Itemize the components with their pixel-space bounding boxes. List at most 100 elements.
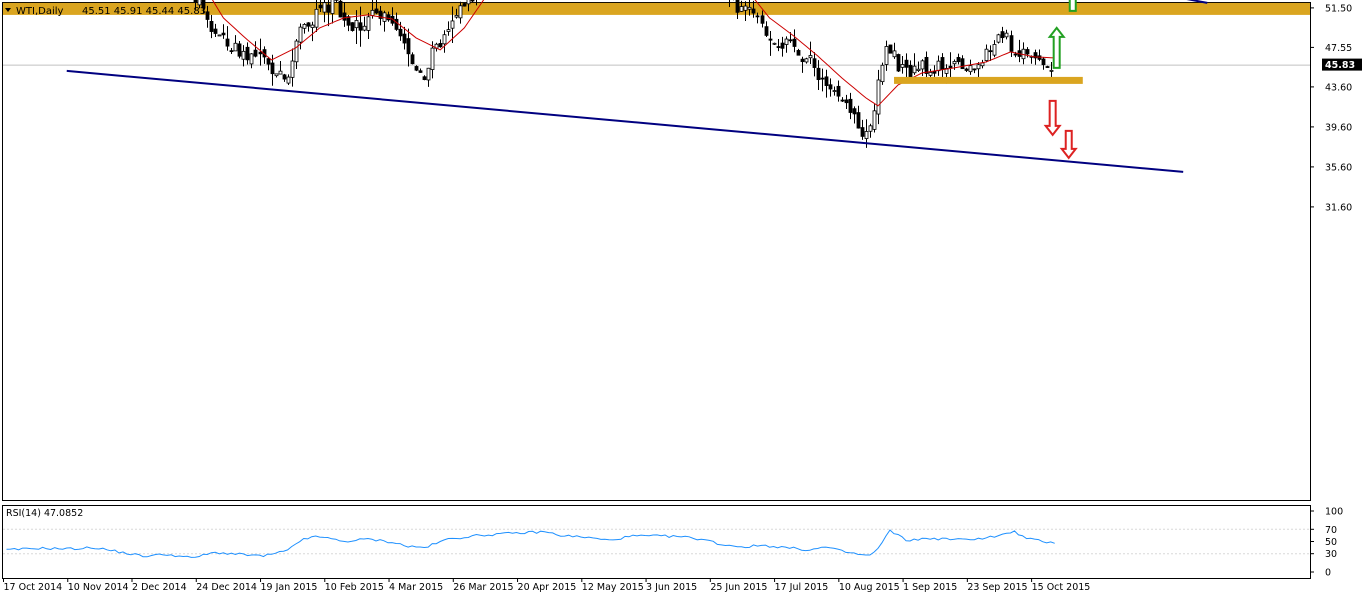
price-axis[interactable]: 87.4583.5079.5575.5571.5567.5063.5059.55… bbox=[1310, 0, 1352, 213]
time-axis-label: 3 Jun 2015 bbox=[646, 582, 697, 593]
candle-body bbox=[407, 39, 410, 54]
candle-body bbox=[399, 29, 402, 36]
candle-body bbox=[463, 4, 466, 7]
candle-body bbox=[299, 27, 302, 42]
candle-body bbox=[756, 16, 759, 17]
rsi-axis-label: 30 bbox=[1325, 549, 1337, 560]
time-axis-label: 10 Feb 2015 bbox=[325, 582, 384, 593]
candle-body bbox=[439, 43, 442, 46]
ohlc-values: 45.51 45.91 45.44 45.83 bbox=[82, 6, 206, 17]
symbol-timeframe: WTI,Daily bbox=[16, 6, 64, 17]
candle-body bbox=[985, 49, 988, 60]
candle-body bbox=[363, 26, 366, 30]
candle-body bbox=[343, 13, 346, 20]
candle-body bbox=[295, 41, 298, 62]
candle-body bbox=[210, 21, 213, 31]
time-axis-label: 19 Jan 2015 bbox=[261, 582, 318, 593]
candle-body bbox=[411, 55, 414, 64]
candle-body bbox=[246, 47, 249, 60]
last-price-label: 45.83 bbox=[1322, 59, 1362, 72]
time-axis-label: 2 Dec 2014 bbox=[132, 582, 187, 593]
time-axis-label: 17 Oct 2014 bbox=[4, 582, 63, 593]
candle-body bbox=[303, 24, 306, 28]
time-axis-label: 26 Mar 2015 bbox=[453, 582, 513, 593]
support-zone bbox=[894, 77, 1083, 84]
candle-body bbox=[825, 77, 828, 86]
candle-body bbox=[761, 16, 764, 24]
candle-body bbox=[809, 55, 812, 57]
rsi-axis-label: 70 bbox=[1325, 525, 1337, 536]
candle-body bbox=[789, 40, 792, 41]
price-axis-label: 43.60 bbox=[1325, 82, 1352, 93]
price-axis-label: 31.60 bbox=[1325, 202, 1352, 213]
rsi-plot-frame bbox=[3, 506, 1311, 579]
candle-body bbox=[797, 50, 800, 55]
candle-body bbox=[234, 43, 237, 51]
main-plot-frame bbox=[3, 3, 1311, 501]
candle-body bbox=[957, 57, 960, 61]
candle-body bbox=[793, 39, 796, 46]
candle-body bbox=[1046, 67, 1049, 68]
candle-body bbox=[198, 0, 201, 5]
time-axis-label: 25 Jun 2015 bbox=[710, 582, 767, 593]
time-axis-label: 15 Oct 2015 bbox=[1032, 582, 1091, 593]
candle-body bbox=[311, 25, 314, 27]
candle-body bbox=[744, 6, 747, 10]
candle-body bbox=[319, 5, 322, 8]
candle-body bbox=[801, 59, 804, 61]
candle-body bbox=[949, 66, 952, 67]
candle-body bbox=[929, 72, 932, 75]
candle-body bbox=[813, 59, 816, 68]
price-axis-label: 39.60 bbox=[1325, 122, 1352, 133]
candle-body bbox=[897, 54, 900, 71]
candle-body bbox=[1001, 32, 1004, 38]
candle-body bbox=[877, 80, 880, 114]
time-axis-label: 17 Jul 2015 bbox=[775, 582, 829, 593]
candle-body bbox=[279, 71, 282, 74]
candle-body bbox=[327, 5, 330, 12]
candle-body bbox=[773, 43, 776, 44]
candle-body bbox=[339, 1, 342, 17]
candle-body bbox=[861, 128, 864, 137]
candle-body bbox=[977, 65, 980, 69]
candle-body bbox=[451, 21, 454, 28]
candle-body bbox=[1026, 49, 1029, 53]
candle-body bbox=[917, 69, 920, 70]
candle-body bbox=[969, 66, 972, 72]
candle-body bbox=[271, 63, 274, 74]
candle-body bbox=[467, 0, 470, 4]
chart-header: WTI,Daily 45.51 45.91 45.44 45.83 bbox=[5, 6, 206, 17]
candle-body bbox=[367, 17, 370, 31]
candle-body bbox=[752, 9, 755, 13]
candle-body bbox=[925, 57, 928, 73]
rsi-panel[interactable]: RSI(14) 47.0852 bbox=[3, 506, 1311, 579]
candle-body bbox=[214, 29, 217, 33]
candle-body bbox=[267, 59, 270, 65]
candle-body bbox=[765, 27, 768, 36]
candle-body bbox=[331, 0, 334, 14]
last-price-value: 45.83 bbox=[1325, 60, 1355, 71]
candle-body bbox=[315, 9, 318, 27]
candle-body bbox=[989, 51, 992, 52]
candle-body bbox=[218, 35, 221, 36]
candle-body bbox=[275, 74, 278, 76]
candle-body bbox=[748, 7, 751, 9]
candle-body bbox=[973, 69, 976, 70]
price-axis-label: 51.50 bbox=[1325, 3, 1352, 14]
candle-body bbox=[254, 50, 257, 56]
candle-body bbox=[893, 51, 896, 57]
candle-body bbox=[829, 85, 832, 89]
candle-body bbox=[222, 33, 225, 35]
candle-body bbox=[419, 71, 422, 73]
candle-body bbox=[905, 60, 908, 67]
rsi-axis-label: 100 bbox=[1325, 507, 1343, 518]
candle-body bbox=[937, 61, 940, 71]
candle-body bbox=[997, 35, 1000, 42]
candle-body bbox=[194, 0, 197, 2]
candle-body bbox=[230, 51, 233, 52]
candle-body bbox=[427, 68, 430, 80]
rsi-axis-label: 0 bbox=[1325, 568, 1331, 579]
main-panel[interactable]: WTI,Daily 45.51 45.91 45.44 45.83 bbox=[3, 0, 1311, 501]
